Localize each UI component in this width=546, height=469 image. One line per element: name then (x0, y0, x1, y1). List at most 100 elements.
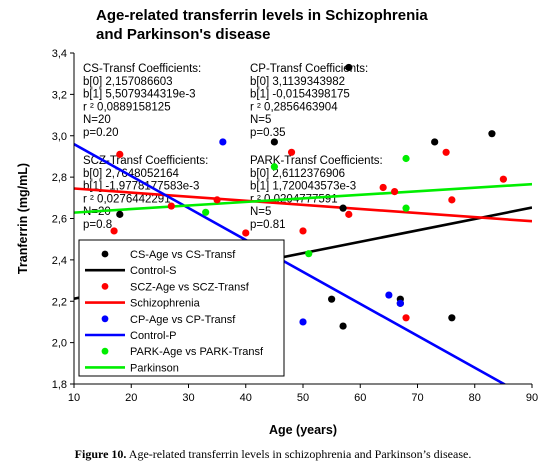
y-tick-label-3: 2,4 (52, 255, 67, 267)
y-tick-label-7: 3,2 (52, 89, 67, 101)
caption-label: Figure 10. (74, 447, 127, 461)
point-park-age-vs-park-transf-3 (402, 154, 410, 163)
legend-marker-cs-age-vs-cs-transf (101, 250, 109, 258)
legend-marker-park-age-vs-park-transf (101, 347, 109, 355)
point-park-age-vs-park-transf-0 (270, 163, 278, 171)
point-scz-age-vs-scz-transf-4 (242, 229, 250, 237)
chart-title-line-1: Age-related transferrin levels in Schizo… (96, 7, 428, 24)
point-scz-age-vs-scz-transf-3 (213, 196, 221, 204)
legend: CS-Age vs CS-Transf Control-S SCZ-Age vs S… (78, 239, 285, 377)
x-tick-label-60: 60 (354, 392, 366, 404)
annotation-cp-line-5: p=0.35 (250, 127, 286, 139)
chart-title: Age-related transferrin levels in Schizo… (96, 6, 428, 44)
axes: 10 20 30 40 50 60 70 80 90 1,8 2,0 2,2 2,4 2,6 2,8 3,0 3… (16, 48, 538, 437)
annotation-park-line-2: b[1] 1,720043573e-3 (250, 181, 356, 193)
annotation-cp-line-1: b[0] 3,1139343982 (250, 76, 345, 88)
annotation-scz-line-0: SCZ-Transf Coefficients: (83, 155, 208, 167)
point-scz-age-vs-scz-transf-12 (448, 196, 456, 204)
y-tick-label-5: 2,8 (52, 172, 67, 184)
point-cp-age-vs-cp-transf-1 (299, 318, 307, 326)
y-tick-label-0: 1,8 (52, 379, 67, 391)
y-tick-label-1: 2,0 (52, 338, 67, 350)
point-cs-age-vs-cs-transf-10 (448, 314, 456, 322)
point-cp-age-vs-cp-transf-3 (396, 299, 404, 307)
annotation-cs-line-4: N=20 (83, 114, 111, 126)
annotation-cs-line-1: b[0] 2,157086603 (83, 76, 173, 88)
point-cs-age-vs-cs-transf-11 (488, 130, 496, 138)
x-tick-label-20: 20 (125, 392, 137, 404)
annotation-scz-line-5: p=0.8 (83, 219, 112, 231)
point-scz-age-vs-scz-transf-9 (391, 188, 399, 196)
annotation-cp-line-0: CP-Transf Coefficients: (250, 63, 368, 75)
x-tick-label-50: 50 (297, 392, 309, 404)
annotation-scz-line-3: r ² 0,0276442291 (83, 193, 171, 205)
x-tick-label-10: 10 (68, 392, 80, 404)
scatter-chart: CS-Transf Coefficients:b[0] 2,157086603b… (16, 48, 538, 437)
legend-label-control-p: Control-P (130, 330, 176, 342)
point-scz-age-vs-scz-transf-5 (287, 148, 296, 156)
annotation-cs-line-2: b[1] 5,5079344319e-3 (83, 89, 196, 101)
legend-box (78, 239, 285, 377)
point-cs-age-vs-cs-transf-0 (116, 210, 124, 218)
y-tick-label-4: 2,6 (52, 214, 67, 226)
annotation-scz-line-1: b[0] 2,7648052164 (83, 168, 180, 180)
coefficient-annotations: CS-Transf Coefficients:b[0] 2,157086603b… (83, 63, 383, 231)
annotation-cs-line-5: p=0.20 (83, 127, 119, 139)
annotation-park-line-0: PARK-Transf Coefficients: (250, 155, 383, 167)
caption-text: Age-related transferrin levels in schizo… (126, 447, 472, 461)
y-tick-label-2: 2,2 (52, 296, 67, 308)
annotation-park-line-1: b[0] 2,6112376906 (250, 168, 345, 180)
point-cs-age-vs-cs-transf-3 (328, 295, 336, 303)
regression-line-schizophrenia (74, 187, 532, 223)
point-cs-age-vs-cs-transf-2 (270, 138, 278, 146)
point-scz-age-vs-scz-transf-6 (299, 227, 307, 235)
point-cs-age-vs-cs-transf-5 (339, 204, 347, 212)
point-cp-age-vs-cp-transf-2 (385, 291, 393, 299)
x-tick-label-40: 40 (240, 392, 252, 404)
chart-title-line-2: and Parkinson's disease (96, 26, 271, 43)
annotation-cs-line-3: r ² 0,0889158125 (83, 101, 171, 113)
point-scz-age-vs-scz-transf-10 (402, 314, 410, 322)
point-scz-age-vs-scz-transf-11 (442, 148, 450, 156)
point-scz-age-vs-scz-transf-13 (499, 175, 507, 183)
point-scz-age-vs-scz-transf-7 (345, 210, 353, 218)
x-tick-label-70: 70 (411, 392, 423, 404)
point-cp-age-vs-cp-transf-0 (219, 138, 227, 146)
regression-line-parkinson (74, 182, 532, 214)
point-cs-age-vs-cs-transf-4 (339, 322, 347, 330)
annotation-scz-line-2: b[1] -1,9778177583e-3 (83, 181, 199, 193)
point-scz-age-vs-scz-transf-2 (167, 202, 175, 210)
point-park-age-vs-park-transf-2 (402, 204, 410, 212)
x-tick-label-80: 80 (469, 392, 481, 404)
legend-label-cs-age-vs-cs-transf: CS-Age vs CS-Transf (130, 249, 236, 261)
point-park-age-vs-park-transf-1 (305, 250, 313, 258)
point-cs-age-vs-cs-transf-6 (345, 63, 353, 72)
legend-label-parkinson: Parkinson (130, 362, 179, 374)
y-tick-label-8: 3,4 (52, 48, 67, 60)
data-points (110, 63, 507, 330)
y-axis-label: Tranferrin (mg/mL) (16, 163, 30, 274)
legend-label-schizophrenia: Schizophrenia (130, 298, 201, 310)
annotation-cs-line-0: CS-Transf Coefficients: (83, 63, 201, 75)
regression-line-control-p (74, 142, 507, 384)
legend-marker-scz-age-vs-scz-transf (101, 283, 109, 290)
legend-label-control-s: Control-S (130, 265, 176, 277)
annotation-cp-line-3: r ² 0,2856463904 (250, 101, 338, 113)
annotation-cp-line-2: b[1] -0,0154398175 (250, 89, 350, 101)
point-scz-age-vs-scz-transf-8 (379, 183, 387, 192)
legend-label-cp-age-vs-cp-transf: CP-Age vs CP-Transf (130, 314, 236, 326)
legend-label-scz-age-vs-scz-transf: SCZ-Age vs SCZ-Transf (130, 281, 250, 293)
point-scz-age-vs-scz-transf-1 (116, 150, 124, 158)
point-park-age-vs-park-transf-4 (202, 208, 210, 216)
x-tick-label-30: 30 (182, 392, 194, 404)
point-scz-age-vs-scz-transf-0 (110, 227, 118, 235)
x-axis-label: Age (years) (269, 423, 337, 437)
point-cs-age-vs-cs-transf-9 (431, 138, 439, 146)
annotation-park-line-5: p=0.81 (250, 219, 286, 231)
figure-caption: Figure 10. Age-related transferrin level… (0, 447, 546, 462)
legend-label-park-age-vs-park-transf: PARK-Age vs PARK-Transf (130, 346, 264, 358)
x-tick-label-90: 90 (526, 392, 538, 404)
annotation-cp-line-4: N=5 (250, 114, 271, 126)
y-tick-label-6: 3,0 (52, 131, 67, 143)
legend-marker-cp-age-vs-cp-transf (101, 315, 109, 323)
